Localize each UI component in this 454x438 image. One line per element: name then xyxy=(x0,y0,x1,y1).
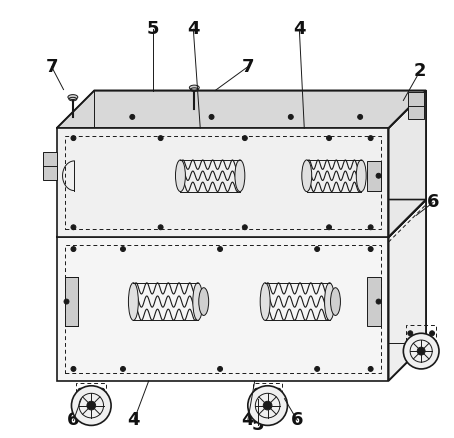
Circle shape xyxy=(409,111,414,116)
Circle shape xyxy=(71,367,76,371)
Circle shape xyxy=(429,331,434,336)
Ellipse shape xyxy=(128,283,138,320)
Circle shape xyxy=(217,367,222,371)
Circle shape xyxy=(326,225,331,230)
Ellipse shape xyxy=(260,283,270,320)
Text: 6: 6 xyxy=(67,411,80,429)
Text: 4: 4 xyxy=(187,20,200,38)
Polygon shape xyxy=(389,200,426,381)
Circle shape xyxy=(254,388,259,393)
Polygon shape xyxy=(57,237,389,381)
Bar xyxy=(64,277,79,326)
Circle shape xyxy=(64,299,69,304)
Circle shape xyxy=(71,247,76,251)
Circle shape xyxy=(78,388,83,393)
Ellipse shape xyxy=(189,85,199,90)
Polygon shape xyxy=(389,91,426,237)
Circle shape xyxy=(44,155,49,160)
Circle shape xyxy=(71,386,111,425)
Bar xyxy=(408,92,424,120)
Text: 6: 6 xyxy=(427,194,439,212)
Bar xyxy=(367,277,380,326)
Text: 5: 5 xyxy=(147,20,159,38)
Circle shape xyxy=(44,171,49,176)
Bar xyxy=(64,245,380,373)
Circle shape xyxy=(263,401,272,410)
Bar xyxy=(406,325,436,341)
Ellipse shape xyxy=(325,283,335,320)
Text: 5: 5 xyxy=(252,417,264,434)
Text: 7: 7 xyxy=(45,58,58,76)
Circle shape xyxy=(376,299,381,304)
Circle shape xyxy=(288,114,293,120)
Bar xyxy=(367,161,380,191)
Bar xyxy=(64,136,380,229)
Circle shape xyxy=(276,388,281,393)
Circle shape xyxy=(71,136,76,141)
Circle shape xyxy=(403,333,439,369)
Circle shape xyxy=(87,401,96,410)
Circle shape xyxy=(120,247,125,251)
Text: 7: 7 xyxy=(242,58,254,76)
Circle shape xyxy=(158,136,163,141)
Circle shape xyxy=(368,225,373,230)
Circle shape xyxy=(376,173,381,178)
Polygon shape xyxy=(57,91,426,128)
Circle shape xyxy=(120,367,125,371)
Ellipse shape xyxy=(331,288,340,315)
Circle shape xyxy=(242,225,247,230)
Bar xyxy=(76,383,106,399)
Circle shape xyxy=(71,225,76,230)
Circle shape xyxy=(358,114,363,120)
Text: 4: 4 xyxy=(242,411,254,429)
Circle shape xyxy=(368,136,373,141)
Circle shape xyxy=(242,136,247,141)
Bar xyxy=(43,152,57,180)
Circle shape xyxy=(130,114,135,120)
Ellipse shape xyxy=(68,95,78,99)
Text: 2: 2 xyxy=(414,62,426,80)
Circle shape xyxy=(417,347,425,355)
Circle shape xyxy=(368,367,373,371)
Circle shape xyxy=(248,386,287,425)
Circle shape xyxy=(368,247,373,251)
Circle shape xyxy=(217,247,222,251)
Ellipse shape xyxy=(302,160,312,191)
Circle shape xyxy=(158,225,163,230)
Circle shape xyxy=(326,136,331,141)
Circle shape xyxy=(409,95,414,100)
Circle shape xyxy=(100,388,105,393)
Polygon shape xyxy=(57,128,389,237)
Circle shape xyxy=(408,331,413,336)
Ellipse shape xyxy=(199,288,209,315)
Text: 6: 6 xyxy=(291,411,304,429)
Circle shape xyxy=(315,367,320,371)
Circle shape xyxy=(315,247,320,251)
Text: 4: 4 xyxy=(293,20,306,38)
Ellipse shape xyxy=(356,160,366,191)
Polygon shape xyxy=(57,200,426,237)
Text: 4: 4 xyxy=(128,411,140,429)
Ellipse shape xyxy=(193,283,203,320)
Ellipse shape xyxy=(235,160,245,191)
Circle shape xyxy=(209,114,214,120)
Ellipse shape xyxy=(176,160,185,191)
Bar xyxy=(253,383,282,399)
